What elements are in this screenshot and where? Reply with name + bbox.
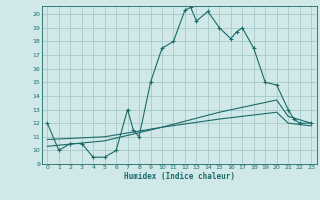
- X-axis label: Humidex (Indice chaleur): Humidex (Indice chaleur): [124, 172, 235, 181]
